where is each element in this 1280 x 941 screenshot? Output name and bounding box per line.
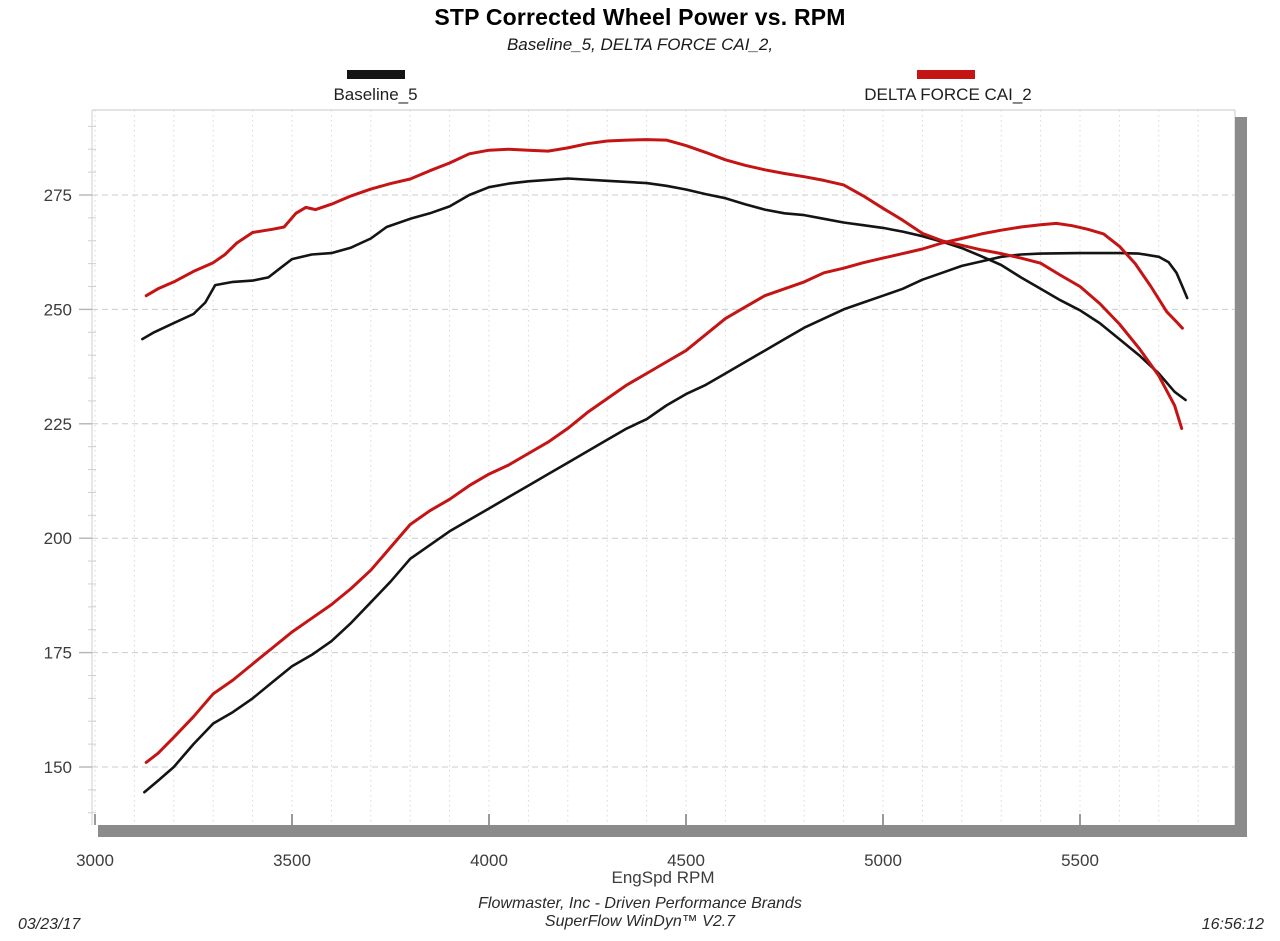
y-tick-label-275: 275 bbox=[44, 186, 72, 205]
footer-date: 03/23/17 bbox=[18, 916, 81, 933]
minor-gridlines bbox=[94, 110, 1199, 825]
curve-delta-force-cai-2-power-rising-curve- bbox=[144, 221, 1184, 764]
axis-tick-marks bbox=[79, 125, 1081, 825]
footer-software: SuperFlow WinDyn™ V2.7 bbox=[544, 913, 736, 930]
curve-baseline-5-torque-shaped-peaking-curve- bbox=[141, 177, 1187, 402]
axis-bars bbox=[98, 117, 1247, 837]
y-tick-label-200: 200 bbox=[44, 529, 72, 548]
legend-label-baseline: Baseline_5 bbox=[333, 85, 418, 104]
dyno-curves bbox=[141, 138, 1189, 794]
chart-subtitle: Baseline_5, DELTA FORCE CAI_2, bbox=[506, 35, 774, 54]
chart-title: STP Corrected Wheel Power vs. RPM bbox=[434, 4, 846, 30]
y-tick-label-225: 225 bbox=[44, 415, 72, 434]
y-tick-label-250: 250 bbox=[44, 300, 72, 319]
plot-border bbox=[91, 109, 1236, 825]
x-tick-label-5000: 5000 bbox=[864, 851, 902, 870]
y-tick-label-150: 150 bbox=[44, 758, 72, 777]
curve-delta-force-cai-2-torque-shaped-peaking-curve- bbox=[144, 138, 1184, 430]
x-tick-label-3500: 3500 bbox=[273, 851, 311, 870]
curve-baseline-5-power-rising-curve- bbox=[143, 251, 1189, 794]
x-tick-label-4500: 4500 bbox=[667, 851, 705, 870]
footer-company: Flowmaster, Inc - Driven Performance Bra… bbox=[478, 895, 802, 912]
y-tick-label-175: 175 bbox=[44, 644, 72, 663]
x-axis-label: EngSpd RPM bbox=[611, 868, 715, 887]
legend-swatch-baseline bbox=[347, 70, 405, 79]
legend-label-delta: DELTA FORCE CAI_2 bbox=[864, 85, 1032, 104]
axis-tick-labels: 3000 3500 4000 4500 5000 5500 150 175 200 225 250 2… bbox=[44, 186, 1099, 870]
x-tick-label-5500: 5500 bbox=[1061, 851, 1099, 870]
x-tick-label-4000: 4000 bbox=[470, 851, 508, 870]
legend-swatch-delta bbox=[917, 70, 975, 79]
major-gridlines bbox=[92, 194, 1235, 768]
footer-time: 16:56:12 bbox=[1201, 916, 1264, 933]
x-tick-label-3000: 3000 bbox=[76, 851, 114, 870]
